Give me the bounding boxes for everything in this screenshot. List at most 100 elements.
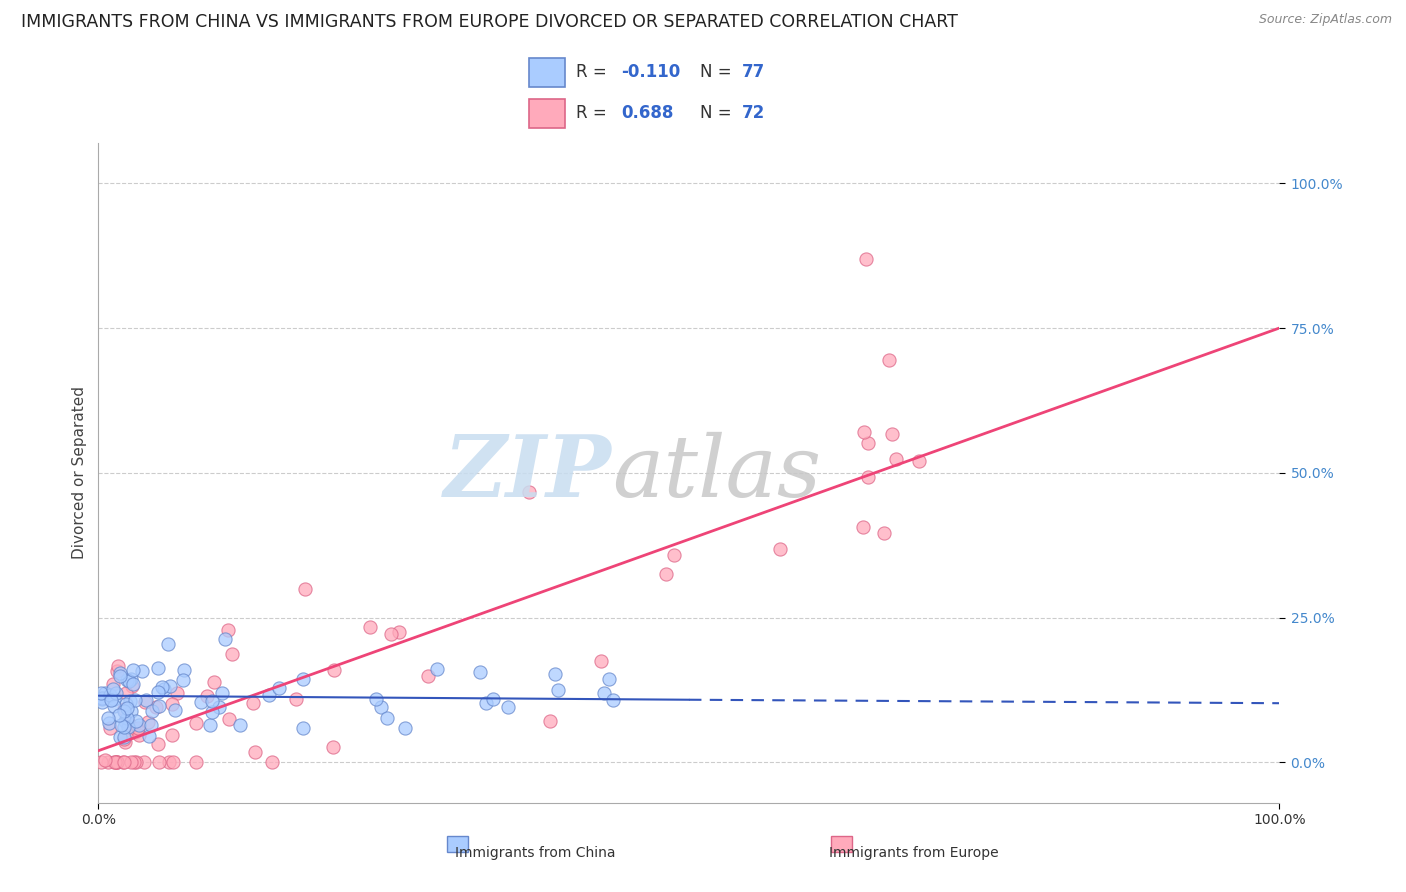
Point xyxy=(602,693,624,707)
Point xyxy=(375,711,398,725)
Point xyxy=(112,731,135,746)
Text: 72: 72 xyxy=(742,104,766,122)
Point xyxy=(150,680,173,694)
Point xyxy=(105,686,128,700)
Point xyxy=(100,693,122,707)
Point xyxy=(858,436,880,450)
Text: N =: N = xyxy=(700,63,737,81)
Point xyxy=(125,756,148,770)
Point xyxy=(105,756,128,770)
Point xyxy=(496,700,519,714)
Point xyxy=(103,691,125,706)
Point xyxy=(148,698,170,713)
Point xyxy=(292,721,315,735)
Point xyxy=(134,756,156,770)
Point xyxy=(221,647,243,661)
Point xyxy=(138,729,160,743)
Point xyxy=(267,681,290,695)
Text: Source: ZipAtlas.com: Source: ZipAtlas.com xyxy=(1258,13,1392,27)
Point xyxy=(148,684,170,698)
Point xyxy=(517,485,540,500)
Text: 0.688: 0.688 xyxy=(621,104,673,122)
Point xyxy=(852,425,875,439)
Point xyxy=(112,756,135,770)
Point xyxy=(322,663,344,677)
Point xyxy=(108,665,131,680)
Point xyxy=(103,682,125,697)
Point xyxy=(121,679,143,693)
Point xyxy=(107,659,129,673)
Point xyxy=(105,756,128,770)
Point xyxy=(359,620,381,634)
Text: ZIP: ZIP xyxy=(444,431,612,515)
Point xyxy=(380,627,402,641)
Point xyxy=(160,697,183,711)
Point xyxy=(165,703,187,717)
Point xyxy=(159,679,181,693)
Point xyxy=(117,711,139,725)
Point xyxy=(166,686,188,700)
Point xyxy=(172,673,194,688)
Point xyxy=(136,714,159,729)
Point xyxy=(202,674,225,689)
Point xyxy=(91,690,114,705)
Point xyxy=(97,711,120,725)
Point xyxy=(873,526,896,541)
Point xyxy=(98,721,121,735)
FancyBboxPatch shape xyxy=(447,836,468,853)
Point xyxy=(127,721,149,735)
Point xyxy=(110,718,132,732)
Point xyxy=(655,566,678,581)
Point xyxy=(370,700,392,714)
Point xyxy=(184,756,207,770)
Point xyxy=(110,730,132,744)
Point xyxy=(134,694,156,708)
Point xyxy=(217,623,239,637)
Point xyxy=(117,717,139,731)
Point xyxy=(124,725,146,739)
Point xyxy=(388,625,411,640)
Point xyxy=(544,667,567,681)
Point xyxy=(908,454,931,468)
Point xyxy=(122,677,145,691)
Point xyxy=(120,756,142,770)
Point xyxy=(90,686,112,700)
Point xyxy=(98,688,121,702)
Point xyxy=(108,708,131,723)
Point xyxy=(195,689,218,703)
Point xyxy=(131,665,153,679)
Point xyxy=(115,686,138,700)
Point xyxy=(146,661,169,675)
Text: R =: R = xyxy=(576,104,613,122)
Point xyxy=(201,694,224,708)
Point xyxy=(242,696,264,710)
Point xyxy=(120,694,142,708)
Point xyxy=(148,738,170,752)
Point xyxy=(98,716,121,731)
Point xyxy=(124,693,146,707)
Point xyxy=(91,695,114,709)
Point xyxy=(538,714,561,728)
Point xyxy=(104,756,127,770)
Point xyxy=(260,756,283,770)
Point xyxy=(122,756,145,770)
Point xyxy=(662,548,685,562)
Point xyxy=(112,756,135,770)
Point xyxy=(855,252,877,266)
Point xyxy=(114,697,136,711)
Point xyxy=(877,353,900,368)
Point xyxy=(90,756,112,770)
Text: atlas: atlas xyxy=(612,432,821,514)
FancyBboxPatch shape xyxy=(831,836,852,853)
Point xyxy=(211,685,233,699)
Text: R =: R = xyxy=(576,63,613,81)
Point xyxy=(118,673,141,688)
Point xyxy=(120,704,142,718)
Point xyxy=(852,520,875,534)
Point xyxy=(94,686,117,700)
Point xyxy=(156,637,179,651)
Point xyxy=(114,714,136,729)
Point xyxy=(141,704,163,718)
Point xyxy=(112,704,135,718)
Point xyxy=(322,740,344,755)
